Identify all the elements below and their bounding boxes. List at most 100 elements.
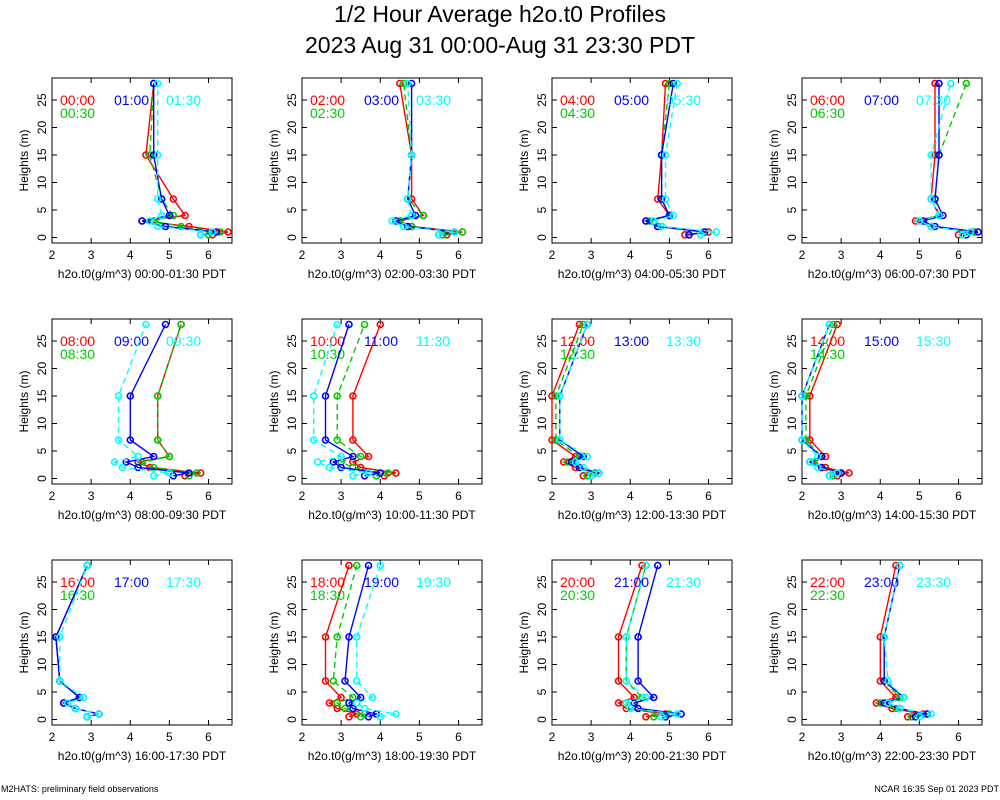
- data-point: [142, 151, 150, 159]
- y-tick-label: 10: [285, 176, 299, 190]
- data-point: [931, 222, 939, 231]
- panel-11: 2 3 4 5 6 0 5 10 15 20 25 h2o.t0(g/m^3) 22:00-23:30…: [767, 559, 983, 763]
- data-point: [579, 471, 588, 480]
- x-tick-label: 4: [627, 248, 634, 262]
- legend-entry-17:30: 17:30: [166, 574, 201, 590]
- data-point: [798, 436, 806, 444]
- data-point: [95, 710, 103, 718]
- panel-1: 2 3 4 5 6 0 5 10 15 20 25 h2o.t0(g/m^3) 02:00-03:30…: [267, 77, 483, 281]
- data-point: [52, 633, 60, 641]
- series-line-23:30: [883, 565, 932, 718]
- data-point: [802, 392, 810, 400]
- y-tick-label: 10: [785, 176, 799, 190]
- legend-entry-22:00: 22:00: [810, 574, 845, 590]
- y-tick-label: 15: [285, 630, 299, 644]
- x-tick-label: 3: [338, 489, 345, 503]
- data-point: [876, 633, 885, 641]
- panel-9: 2 3 4 5 6 0 5 10 15 20 25 h2o.t0(g/m^3) 18:00-19:30…: [267, 559, 483, 763]
- y-tick-label: 10: [785, 658, 799, 672]
- data-point: [384, 469, 392, 477]
- y-tick-label: 25: [535, 93, 549, 107]
- panel-2: 2 3 4 5 6 0 5 10 15 20 25 h2o.t0(g/m^3) 04:00-05:30…: [517, 77, 733, 281]
- data-point: [212, 228, 221, 236]
- y-tick-label: 10: [785, 417, 799, 431]
- data-point: [349, 452, 357, 461]
- data-point: [325, 699, 334, 707]
- y-axis-label: Heights (m): [267, 129, 281, 191]
- data-point: [196, 231, 205, 239]
- series-line-05:30: [652, 83, 717, 236]
- data-point: [665, 211, 674, 220]
- y-tick-label: 15: [35, 389, 49, 403]
- data-point: [880, 633, 889, 641]
- y-tick-label: 15: [785, 389, 799, 403]
- data-point: [146, 151, 154, 159]
- plot-frame: [51, 318, 233, 485]
- x-tick-label: 2: [549, 730, 556, 744]
- y-tick-label: 10: [535, 658, 549, 672]
- y-tick-label: 15: [785, 148, 799, 162]
- x-tick-label: 2: [799, 730, 806, 744]
- data-point: [450, 228, 459, 236]
- data-point: [83, 712, 91, 721]
- y-axis-label: Heights (m): [767, 370, 781, 432]
- data-point: [458, 228, 467, 236]
- data-point: [673, 710, 682, 718]
- data-point: [805, 436, 814, 444]
- data-point: [552, 392, 560, 400]
- y-tick-label: 20: [35, 603, 49, 617]
- x-tick-label: 6: [455, 730, 462, 744]
- y-tick-label: 5: [785, 447, 799, 454]
- y-axis-label: Heights (m): [767, 611, 781, 673]
- x-axis-label: h2o.t0(g/m^3) 10:00-11:30 PDT: [308, 508, 476, 522]
- data-point: [825, 320, 834, 329]
- y-tick-label: 25: [285, 575, 299, 589]
- x-axis-label: h2o.t0(g/m^3) 16:00-17:30 PDT: [58, 749, 227, 763]
- plot-frame: [301, 318, 483, 485]
- data-point: [149, 471, 158, 480]
- data-point: [345, 712, 353, 721]
- y-tick-label: 0: [35, 716, 49, 723]
- x-axis-label: h2o.t0(g/m^3) 22:00-23:30 PDT: [808, 749, 977, 763]
- y-tick-label: 5: [785, 206, 799, 213]
- x-axis-label: h2o.t0(g/m^3) 04:00-05:30 PDT: [558, 267, 727, 281]
- data-point: [153, 436, 162, 444]
- x-tick-label: 6: [955, 730, 962, 744]
- data-point: [579, 463, 588, 472]
- series-line-21:30: [625, 565, 678, 718]
- x-axis-label: h2o.t0(g/m^3) 12:00-13:30 PDT: [558, 508, 727, 522]
- data-point: [392, 469, 400, 477]
- data-point: [622, 699, 631, 707]
- x-tick-label: 3: [588, 248, 595, 262]
- y-tick-label: 0: [535, 475, 549, 482]
- data-point: [649, 217, 658, 225]
- data-point: [126, 436, 135, 444]
- plot-frame: [551, 77, 733, 244]
- series-line-07:00: [921, 83, 979, 236]
- legend-entry-05:30: 05:30: [666, 92, 701, 108]
- data-point: [376, 712, 385, 721]
- data-point: [638, 561, 646, 570]
- legend-entry-12:30: 12:30: [560, 346, 595, 362]
- data-point: [833, 320, 842, 329]
- y-tick-label: 20: [35, 121, 49, 135]
- legend-entry-06:30: 06:30: [810, 105, 845, 121]
- y-tick-label: 0: [35, 475, 49, 482]
- panel-0: 2 3 4 5 6 0 5 10 15 20 25 h2o.t0(g/m^3) 00:00-01:30…: [17, 77, 233, 281]
- x-axis-label: h2o.t0(g/m^3) 20:00-21:30 PDT: [558, 749, 727, 763]
- x-tick-label: 4: [377, 730, 384, 744]
- y-tick-label: 10: [285, 658, 299, 672]
- data-point: [134, 452, 142, 461]
- y-tick-label: 25: [35, 575, 49, 589]
- data-point: [895, 704, 904, 713]
- data-point: [657, 195, 666, 203]
- data-point: [153, 222, 162, 231]
- panel-4: 2 3 4 5 6 0 5 10 15 20 25 h2o.t0(g/m^3) 08:00-09:30…: [17, 318, 233, 522]
- data-point: [583, 471, 592, 480]
- legend-entry-15:00: 15:00: [864, 333, 899, 349]
- legend-entry-15:30: 15:30: [916, 333, 951, 349]
- x-tick-label: 6: [205, 730, 212, 744]
- legend-entry-09:00: 09:00: [114, 333, 149, 349]
- y-axis-label: Heights (m): [267, 370, 281, 432]
- data-point: [153, 151, 162, 159]
